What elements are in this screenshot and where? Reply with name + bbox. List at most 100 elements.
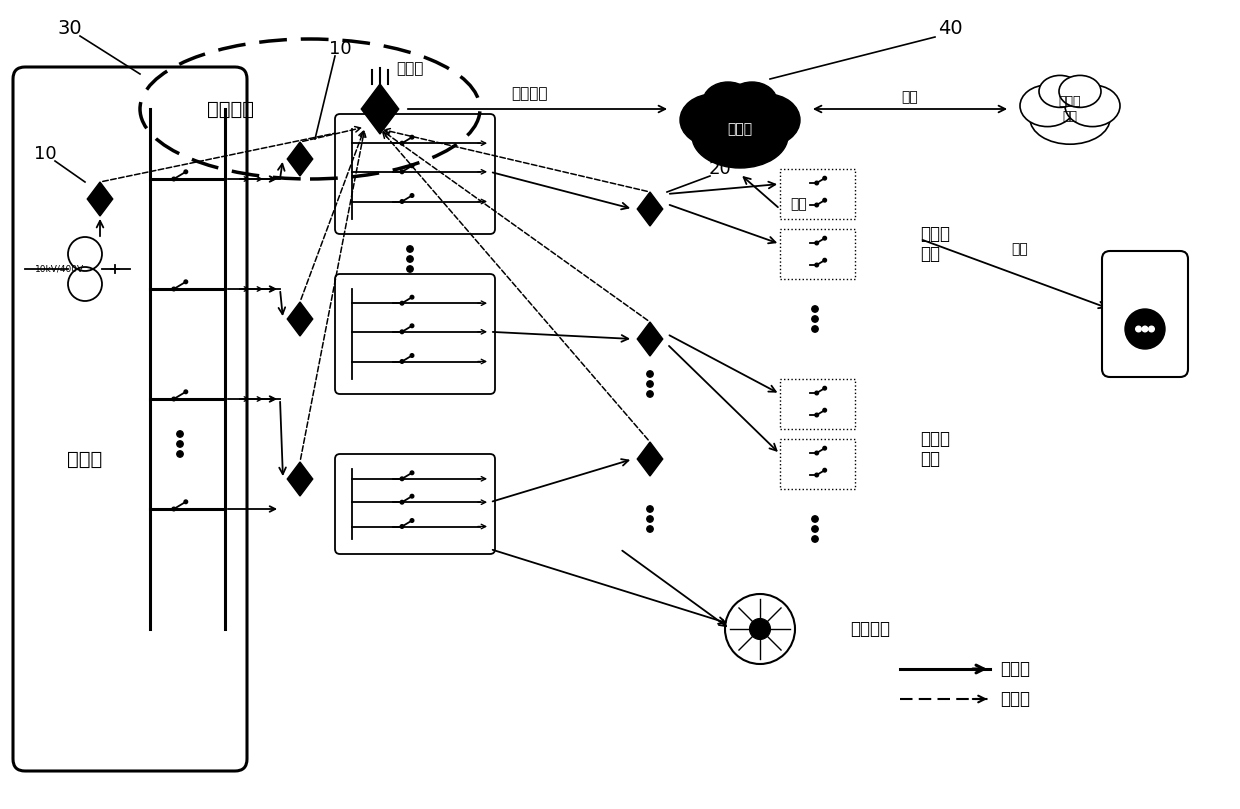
Ellipse shape: [1021, 85, 1075, 126]
Circle shape: [410, 494, 414, 498]
Text: 变压器: 变压器: [67, 450, 103, 468]
Bar: [780, 379, 856, 429]
Text: 30: 30: [58, 19, 82, 39]
Circle shape: [407, 246, 413, 252]
Circle shape: [815, 263, 818, 267]
Circle shape: [410, 193, 414, 197]
Circle shape: [647, 381, 653, 388]
FancyBboxPatch shape: [335, 114, 495, 234]
Circle shape: [401, 170, 404, 174]
Circle shape: [1125, 309, 1166, 349]
Polygon shape: [288, 302, 312, 336]
Ellipse shape: [692, 104, 787, 168]
Ellipse shape: [703, 82, 753, 122]
Circle shape: [410, 164, 414, 167]
Ellipse shape: [1039, 75, 1081, 108]
Text: 中间节点: 中间节点: [207, 100, 253, 118]
Ellipse shape: [1065, 85, 1120, 126]
Circle shape: [401, 501, 404, 504]
Circle shape: [184, 170, 187, 174]
Text: 服务: 服务: [1012, 242, 1028, 256]
Text: 交流充
电桨: 交流充 电桨: [920, 430, 950, 468]
Polygon shape: [637, 192, 662, 226]
Text: 数据管理: 数据管理: [512, 87, 548, 101]
Circle shape: [407, 266, 413, 272]
Circle shape: [401, 302, 404, 305]
Text: 其他负载: 其他负载: [849, 620, 890, 638]
Polygon shape: [87, 182, 113, 216]
Circle shape: [812, 306, 818, 312]
Circle shape: [401, 360, 404, 363]
Polygon shape: [637, 322, 662, 356]
Circle shape: [177, 441, 184, 447]
Ellipse shape: [727, 82, 777, 122]
Circle shape: [647, 516, 653, 522]
Circle shape: [647, 506, 653, 512]
Circle shape: [172, 507, 176, 510]
FancyBboxPatch shape: [335, 274, 495, 394]
Circle shape: [172, 287, 176, 290]
Circle shape: [823, 198, 827, 202]
Bar: [780, 229, 856, 279]
Circle shape: [177, 431, 184, 437]
Circle shape: [184, 390, 187, 394]
Circle shape: [184, 500, 187, 503]
Circle shape: [407, 256, 413, 262]
Ellipse shape: [680, 94, 746, 146]
Circle shape: [401, 525, 404, 528]
FancyBboxPatch shape: [335, 454, 495, 554]
Circle shape: [812, 536, 818, 542]
Circle shape: [647, 526, 653, 532]
Circle shape: [401, 477, 404, 481]
Bar: [780, 169, 856, 219]
Circle shape: [812, 316, 818, 322]
Circle shape: [823, 258, 827, 262]
Circle shape: [410, 519, 414, 523]
Text: 10kV/400V: 10kV/400V: [36, 265, 84, 273]
Circle shape: [823, 176, 827, 180]
Polygon shape: [288, 142, 312, 176]
Polygon shape: [637, 442, 662, 476]
FancyBboxPatch shape: [12, 67, 247, 771]
Text: 请求: 请求: [790, 197, 807, 211]
FancyBboxPatch shape: [1102, 251, 1188, 377]
Bar: [780, 439, 856, 489]
Circle shape: [1142, 326, 1148, 332]
Circle shape: [184, 280, 187, 284]
Circle shape: [647, 391, 653, 397]
Circle shape: [815, 181, 818, 184]
Circle shape: [172, 177, 176, 180]
Text: 云平台: 云平台: [728, 122, 753, 136]
Circle shape: [815, 473, 818, 477]
Circle shape: [823, 236, 827, 240]
Circle shape: [177, 451, 184, 457]
Text: 20: 20: [708, 160, 732, 178]
Circle shape: [812, 326, 818, 332]
Circle shape: [410, 324, 414, 328]
Text: 能量流: 能量流: [999, 660, 1030, 678]
Circle shape: [823, 387, 827, 390]
Circle shape: [410, 354, 414, 358]
Circle shape: [823, 447, 827, 450]
Circle shape: [410, 471, 414, 475]
Circle shape: [725, 594, 795, 664]
Circle shape: [815, 413, 818, 417]
Circle shape: [815, 392, 818, 395]
Circle shape: [401, 200, 404, 203]
Text: 配电笱: 配电笱: [397, 61, 424, 77]
Ellipse shape: [1059, 75, 1101, 108]
Circle shape: [410, 135, 414, 139]
Circle shape: [1148, 326, 1154, 332]
Ellipse shape: [734, 94, 800, 146]
Circle shape: [749, 619, 770, 639]
Polygon shape: [288, 462, 312, 496]
Circle shape: [647, 371, 653, 377]
Circle shape: [1136, 326, 1141, 332]
Circle shape: [410, 295, 414, 299]
Circle shape: [812, 516, 818, 522]
Circle shape: [815, 203, 818, 207]
Text: 互动: 互动: [901, 90, 919, 104]
Circle shape: [815, 451, 818, 455]
Text: 10: 10: [329, 40, 351, 58]
Text: 第三方
平台: 第三方 平台: [1059, 95, 1081, 123]
